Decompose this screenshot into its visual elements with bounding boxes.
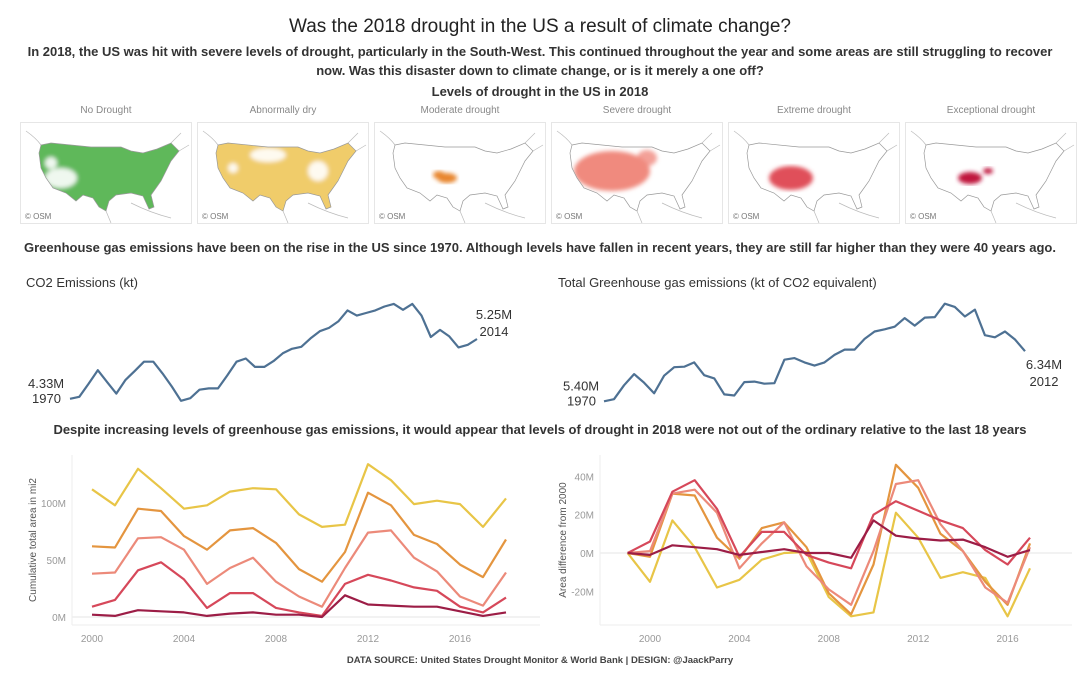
y-tick-label: 50M bbox=[47, 556, 66, 567]
start-value-label: 5.40M bbox=[563, 378, 599, 393]
drought-text: Despite increasing levels of greenhouse … bbox=[53, 422, 1027, 437]
start-year-label: 1970 bbox=[32, 391, 61, 406]
y-tick-label: 0M bbox=[52, 613, 66, 624]
y-tick-label: 20M bbox=[575, 511, 594, 522]
us-outline bbox=[746, 142, 888, 212]
map-label-no-drought: No Drought bbox=[80, 105, 132, 116]
drought-area bbox=[958, 168, 993, 184]
ghg-chart-title: Total Greenhouse gas emissions (kt of CO… bbox=[558, 275, 877, 290]
x-tick-label: 2008 bbox=[265, 634, 288, 645]
y-axis-title: Cumulative total area in mi2 bbox=[28, 478, 39, 602]
drought-area bbox=[433, 171, 457, 183]
co2-line bbox=[69, 302, 478, 402]
series-line-1 bbox=[91, 463, 507, 529]
osm-attribution: © OSM bbox=[733, 212, 760, 221]
map-no-drought[interactable]: © OSM bbox=[20, 122, 192, 224]
y-tick-label: -20M bbox=[571, 587, 594, 598]
map-abnormally-dry[interactable]: © OSM bbox=[197, 122, 369, 224]
emissions-text: Greenhouse gas emissions have been on th… bbox=[24, 240, 1056, 255]
start-value-label: 4.33M bbox=[28, 376, 64, 391]
series-line-4 bbox=[91, 561, 507, 618]
map-label-moderate-drought: Moderate drought bbox=[420, 105, 500, 116]
dashboard-title: Was the 2018 drought in the US a result … bbox=[288, 16, 792, 37]
map-exceptional-drought[interactable]: © OSM bbox=[905, 122, 1077, 224]
map-extreme-drought[interactable]: © OSM bbox=[728, 122, 900, 224]
x-tick-label: 2016 bbox=[996, 634, 1019, 645]
osm-attribution: © OSM bbox=[910, 212, 937, 221]
footer-source: DATA SOURCE: United States Drought Monit… bbox=[346, 655, 734, 666]
maps-section-title: Levels of drought in the US in 2018 bbox=[431, 84, 649, 99]
us-outline bbox=[38, 142, 180, 212]
x-tick-label: 2012 bbox=[357, 634, 380, 645]
intro-text: In 2018, the US was hit with severe leve… bbox=[27, 44, 1053, 78]
us-outline bbox=[569, 142, 711, 212]
map-label-extreme-drought: Extreme drought bbox=[777, 105, 851, 116]
end-year-label: 2012 bbox=[1030, 374, 1059, 389]
osm-attribution: © OSM bbox=[202, 212, 229, 221]
map-label-exceptional-drought: Exceptional drought bbox=[946, 105, 1036, 116]
y-axis-title: Area difference from 2000 bbox=[558, 482, 569, 598]
map-label-severe-drought: Severe drought bbox=[602, 105, 672, 116]
drought-area bbox=[574, 150, 657, 191]
osm-attribution: © OSM bbox=[379, 212, 406, 221]
series-line-3 bbox=[627, 479, 1032, 606]
end-value-label: 5.25M bbox=[476, 307, 512, 322]
x-tick-label: 2004 bbox=[173, 634, 196, 645]
start-year-label: 1970 bbox=[567, 393, 596, 408]
y-tick-label: 100M bbox=[41, 499, 66, 510]
co2-chart-title: CO2 Emissions (kt) bbox=[26, 275, 138, 290]
drought-area bbox=[769, 166, 813, 190]
ghg-line bbox=[603, 302, 1026, 403]
map-severe-drought[interactable]: © OSM bbox=[551, 122, 723, 224]
y-tick-label: 0M bbox=[580, 549, 594, 560]
series-line-2 bbox=[91, 491, 507, 583]
series-line-4 bbox=[627, 479, 1031, 570]
end-year-label: 2014 bbox=[480, 324, 509, 339]
series-line-1 bbox=[626, 511, 1031, 618]
drought-area bbox=[216, 143, 356, 211]
map-label-abnormally-dry: Abnormally dry bbox=[249, 105, 317, 116]
x-tick-label: 2012 bbox=[907, 634, 930, 645]
osm-attribution: © OSM bbox=[25, 212, 52, 221]
x-tick-label: 2016 bbox=[449, 634, 472, 645]
series-line-5 bbox=[91, 594, 507, 619]
end-value-label: 6.34M bbox=[1026, 357, 1062, 372]
x-tick-label: 2008 bbox=[818, 634, 841, 645]
us-outline bbox=[923, 142, 1065, 212]
x-tick-label: 2000 bbox=[81, 634, 104, 645]
us-outline bbox=[392, 142, 534, 212]
y-tick-label: 40M bbox=[575, 472, 594, 483]
x-tick-label: 2004 bbox=[728, 634, 751, 645]
series-line-5 bbox=[627, 519, 1031, 559]
us-outline bbox=[215, 142, 357, 212]
series-line-3 bbox=[91, 529, 507, 608]
x-tick-label: 2000 bbox=[639, 634, 662, 645]
map-moderate-drought[interactable]: © OSM bbox=[374, 122, 546, 224]
osm-attribution: © OSM bbox=[556, 212, 583, 221]
